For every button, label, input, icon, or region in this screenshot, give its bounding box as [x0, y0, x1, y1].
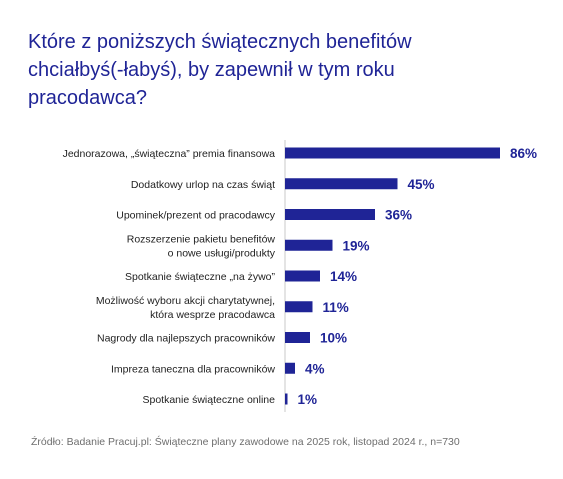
category-label-line: Rozszerzenie pakietu benefitów [127, 233, 276, 245]
category-label-line: Jednorazowa, „świąteczna” premia finanso… [63, 148, 276, 160]
category-label: Upominek/prezent od pracodawcy [116, 210, 276, 222]
chart-title-line-2: chciałbyś(-łabyś), by zapewnił w tym rok… [28, 59, 395, 81]
data-label: 11% [323, 300, 349, 315]
bar [285, 209, 375, 220]
category-label: Możliwość wyboru akcji charytatywnej, któ… [96, 295, 275, 321]
category-label: Rozszerzenie pakietu benefitów o nowe usł… [127, 233, 276, 259]
category-label-line: Nagrody dla najlepszych pracowników [97, 333, 275, 345]
data-label: 4% [305, 361, 325, 376]
data-label: 19% [343, 238, 370, 253]
data-label: 14% [330, 269, 357, 284]
data-label: 86% [510, 146, 537, 161]
category-label-line: Upominek/prezent od pracodawcy [116, 210, 276, 222]
bar [285, 362, 295, 374]
bar [285, 393, 288, 405]
category-label: Dodatkowy urlop na czas świąt [131, 179, 275, 191]
category-label: Jednorazowa, „świąteczna” premia finanso… [63, 148, 276, 160]
category-label-line: Dodatkowy urlop na czas świąt [131, 179, 275, 191]
category-label: Nagrody dla najlepszych pracowników [97, 333, 275, 345]
category-label-line: która wesprze pracodawca [150, 309, 275, 321]
chart-title-line-1: Które z poniższych świątecznych benefitó… [28, 31, 412, 53]
category-label-line: Impreza taneczna dla pracowników [111, 363, 275, 375]
category-label-line: o nowe usługi/produkty [168, 247, 276, 259]
source-note: Źródło: Badanie Pracuj.pl: Świąteczne pl… [31, 436, 460, 448]
bar [285, 178, 398, 190]
category-label: Spotkanie świąteczne „na żywo” [125, 271, 275, 283]
data-label: 10% [320, 331, 347, 346]
bar [285, 147, 500, 159]
chart-title-line-3: pracodawca? [28, 87, 147, 109]
data-label: 36% [385, 208, 412, 223]
data-label: 45% [408, 177, 435, 192]
category-label-line: Możliwość wyboru akcji charytatywnej, [96, 295, 275, 307]
bar [285, 301, 313, 313]
category-label: Impreza taneczna dla pracowników [111, 363, 275, 375]
category-label-line: Spotkanie świąteczne online [142, 394, 275, 406]
bar [285, 270, 320, 282]
data-label: 1% [298, 392, 318, 407]
bar [285, 332, 310, 343]
category-label-line: Spotkanie świąteczne „na żywo” [125, 271, 275, 283]
chart-title: Które z poniższych świątecznych benefitó… [28, 28, 528, 112]
category-label: Spotkanie świąteczne online [142, 394, 275, 406]
bar [285, 239, 333, 251]
